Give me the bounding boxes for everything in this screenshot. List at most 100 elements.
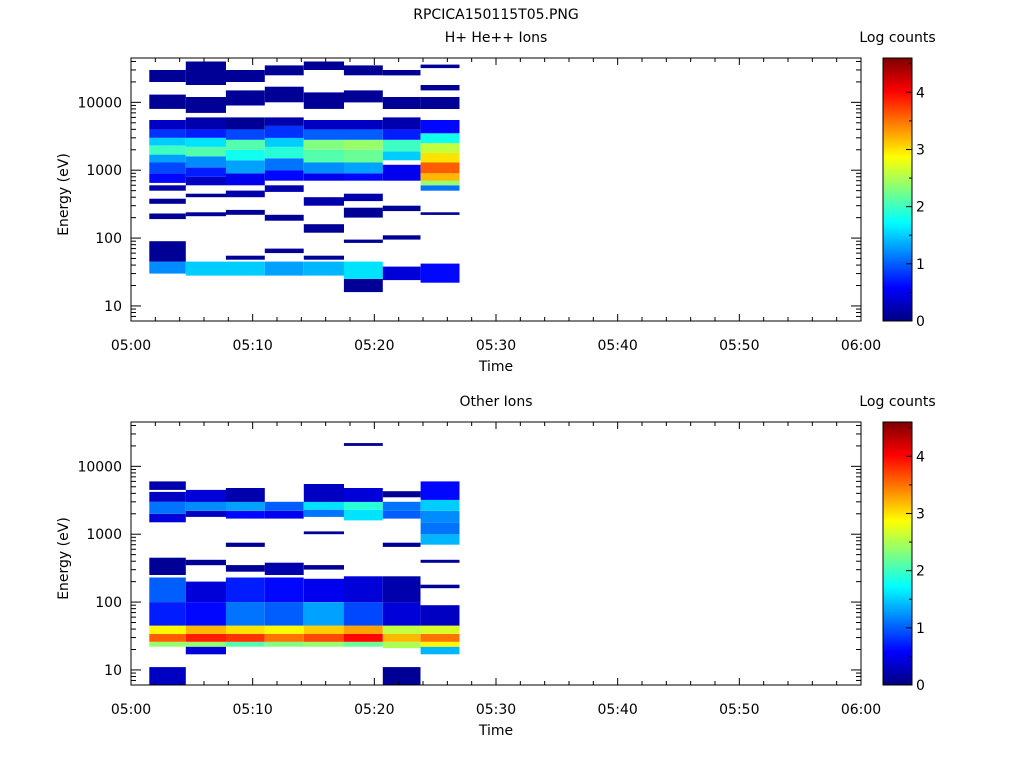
heatmap-cell [264,117,304,126]
colorbar-strip [883,78,912,80]
heatmap-cell [343,278,383,293]
colorbar-strip [883,518,912,520]
colorbar-strip [883,185,912,187]
heatmap-cell [149,173,186,183]
colorbar-strip [883,661,912,663]
colorbar-strip [883,676,912,678]
heatmap-cell [149,625,186,634]
heatmap-cell [303,633,344,642]
colorbar-strip [883,109,912,111]
colorbar-strip [883,155,912,157]
colorbar-strip [883,591,912,593]
colorbar-tick-label: 3 [916,142,925,158]
heatmap-cell [343,501,383,510]
heatmap-cell [343,602,383,626]
colorbar-strip [883,589,912,591]
colorbar-strip [883,192,912,194]
colorbar-strip [883,541,912,543]
colorbar-strip [883,120,912,122]
colorbar-strip [883,259,912,261]
colorbar-strip [883,268,912,270]
heatmap-cell [303,162,344,174]
heatmap-cell [420,64,460,69]
heatmap-cell [149,501,186,514]
colorbar-strip [883,601,912,603]
heatmap-cell [303,224,344,233]
colorbar-strip [883,287,912,289]
colorbar-strip [883,128,912,130]
colorbar-strip [883,523,912,525]
colorbar-strip [883,483,912,485]
colorbar-strip [883,240,912,242]
colorbar-strip [883,76,912,78]
colorbar-strip [883,292,912,294]
colorbar-strip [883,246,912,248]
colorbar-strip [883,656,912,658]
colorbar-strip [883,680,912,682]
heatmap-cell [264,562,304,575]
colorbar-strip [883,575,912,577]
colorbar-strip [883,89,912,91]
colorbar-strip [883,435,912,437]
colorbar-strip [883,208,912,210]
heatmap-cell [149,145,186,155]
heatmap-cell [264,625,304,634]
heatmap-cell [303,641,344,647]
colorbar-strip [883,580,912,582]
colorbar-strip [883,285,912,287]
heatmap-cell [149,198,186,204]
colorbar-strip [883,59,912,61]
x-tick-label: 05:50 [719,702,759,718]
colorbar-strip [883,515,912,517]
colorbar-strip [883,296,912,298]
colorbar-strip [883,69,912,71]
x-tick-label: 05:00 [111,702,151,718]
colorbar-strip [883,103,912,105]
colorbar-strip [883,306,912,308]
colorbar-strip [883,162,912,164]
colorbar-strip [883,558,912,560]
colorbar-strip [883,137,912,139]
colorbar-strip [883,104,912,106]
x-tick-label: 05:30 [476,702,516,718]
colorbar-strip [883,225,912,227]
colorbar-strip [883,471,912,473]
colorbar-strip [883,277,912,279]
heatmap-cell [343,139,383,150]
colorbar-strip [883,476,912,478]
heatmap-cell [149,641,186,647]
colorbar-strip [883,183,912,185]
colorbar-strip [883,578,912,580]
colorbar-strip [883,439,912,441]
colorbar-strip [883,169,912,171]
colorbar-strip [883,543,912,545]
colorbar-strip [883,150,912,152]
colorbar-strip [883,596,912,598]
heatmap-cell [420,85,460,91]
colorbar-strip [883,584,912,586]
colorbar-strip [883,603,912,605]
heatmap-cell [343,625,383,634]
colorbar-strip [883,441,912,443]
colorbar-strip [883,447,912,449]
colorbar-strip [883,521,912,523]
heatmap-cell [303,565,344,570]
colorbar-strip [883,310,912,312]
colorbar-strip [883,422,912,424]
heatmap-cell [185,156,226,168]
colorbar-strip [883,286,912,288]
heatmap-cell [264,137,304,147]
heatmap-cell [185,147,226,157]
heatmap-cells [149,61,460,293]
colorbar-strip [883,611,912,613]
colorbar-strip [883,153,912,155]
heatmap-cell [420,481,460,500]
colorbar-strip [883,536,912,538]
colorbar-strip [883,174,912,176]
colorbar-strip [883,549,912,551]
colorbar-strip [883,624,912,626]
colorbar-strip [883,271,912,273]
heatmap-cell [264,170,304,181]
heatmap-cell [343,576,383,603]
heatmap-cell [149,602,186,626]
